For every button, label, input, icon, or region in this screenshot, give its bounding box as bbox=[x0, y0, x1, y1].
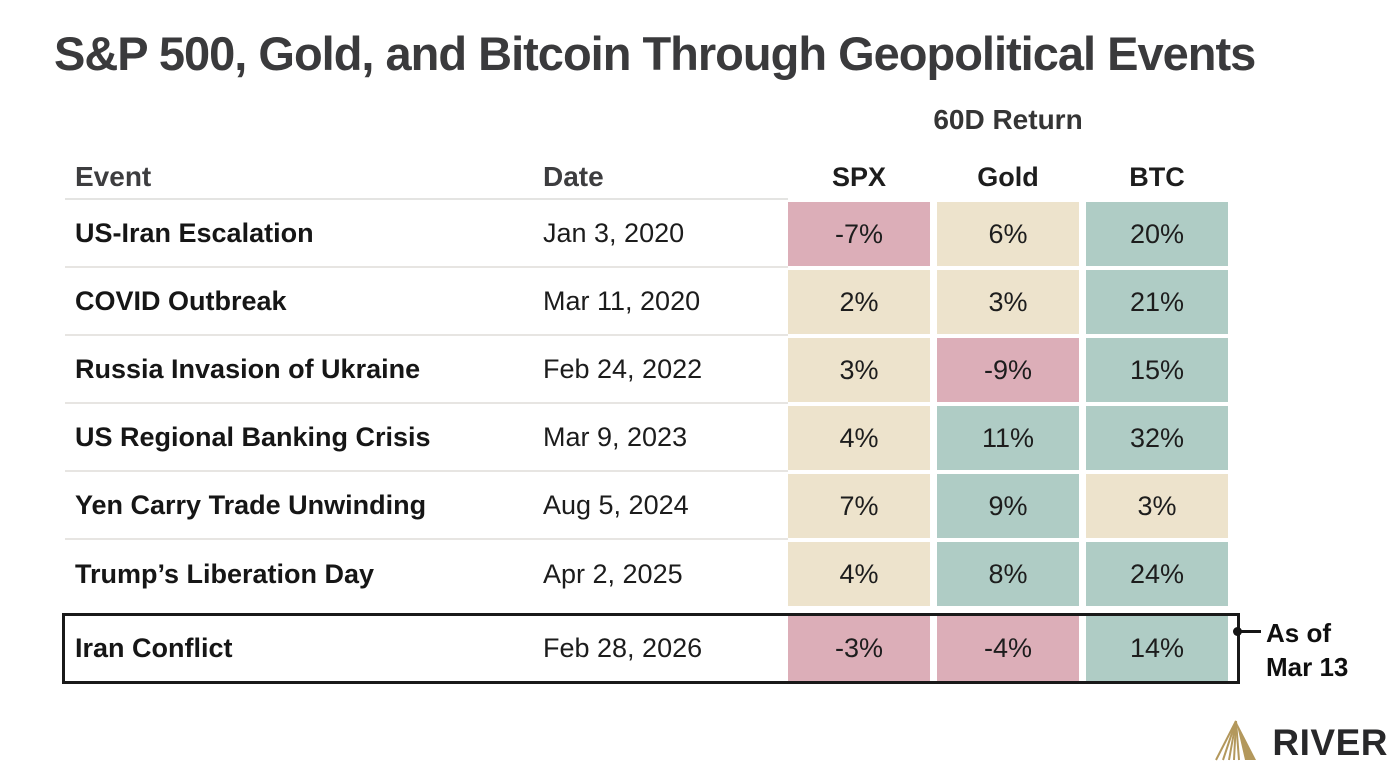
row-left: Yen Carry Trade Unwinding Aug 5, 2024 bbox=[65, 472, 788, 540]
row-left: Trump’s Liberation Day Apr 2, 2025 bbox=[65, 540, 788, 608]
table-row: COVID Outbreak Mar 11, 2020 2% 3% 21% bbox=[65, 268, 1228, 336]
btc-return-cell: 14% bbox=[1086, 616, 1228, 681]
column-header-event: Event bbox=[75, 160, 152, 192]
as-of-annotation: As of Mar 13 bbox=[1266, 616, 1348, 684]
event-name: Russia Invasion of Ukraine bbox=[75, 353, 421, 384]
as-of-line2: Mar 13 bbox=[1266, 652, 1349, 682]
returns-table: Event Date SPX Gold BTC US-Iran Escalati… bbox=[62, 155, 1240, 684]
table-header-left: Event Date bbox=[65, 155, 788, 200]
event-date: Feb 24, 2022 bbox=[543, 353, 703, 384]
gold-return-cell: -4% bbox=[937, 616, 1079, 681]
event-name: Yen Carry Trade Unwinding bbox=[75, 489, 427, 520]
gold-return-cell: -9% bbox=[937, 338, 1079, 402]
page-title: S&P 500, Gold, and Bitcoin Through Geopo… bbox=[54, 27, 1256, 80]
gold-return-cell: 3% bbox=[937, 270, 1079, 334]
row-left: US Regional Banking Crisis Mar 9, 2023 bbox=[65, 404, 788, 472]
gold-return-cell: 6% bbox=[937, 202, 1079, 266]
column-header-gold: Gold bbox=[977, 162, 1039, 192]
gold-return-cell: 8% bbox=[937, 542, 1079, 606]
annotation-dot bbox=[1233, 627, 1242, 636]
spx-return-cell: 3% bbox=[788, 338, 930, 402]
row-left: Iran Conflict Feb 28, 2026 bbox=[65, 616, 788, 681]
column-header-btc: BTC bbox=[1129, 162, 1185, 192]
event-name: Trump’s Liberation Day bbox=[75, 558, 375, 589]
river-rays-triangle-icon bbox=[1212, 718, 1260, 767]
event-name: US-Iran Escalation bbox=[75, 217, 314, 248]
table-header-row: Event Date SPX Gold BTC bbox=[65, 155, 1228, 200]
event-name: Iran Conflict bbox=[75, 633, 233, 663]
btc-return-cell: 24% bbox=[1086, 542, 1228, 606]
btc-return-cell: 15% bbox=[1086, 338, 1228, 402]
table-row: Russia Invasion of Ukraine Feb 24, 2022 … bbox=[65, 336, 1228, 404]
btc-return-cell: 20% bbox=[1086, 202, 1228, 266]
gold-return-cell: 11% bbox=[937, 406, 1079, 470]
spx-return-cell: -7% bbox=[788, 202, 930, 266]
table-row: US-Iran Escalation Jan 3, 2020 -7% 6% 20… bbox=[65, 200, 1228, 268]
as-of-line1: As of bbox=[1266, 618, 1331, 648]
return-group-header: 60D Return bbox=[933, 104, 1083, 135]
table-row: US Regional Banking Crisis Mar 9, 2023 4… bbox=[65, 404, 1228, 472]
highlighted-row-iran-conflict: Iran Conflict Feb 28, 2026 -3% -4% 14% bbox=[62, 613, 1240, 684]
spx-return-cell: 7% bbox=[788, 474, 930, 538]
column-header-spx: SPX bbox=[831, 162, 887, 192]
btc-return-cell: 3% bbox=[1086, 474, 1228, 538]
table-row: Trump’s Liberation Day Apr 2, 2025 4% 8%… bbox=[65, 540, 1228, 608]
annotation-tick-line bbox=[1240, 630, 1261, 633]
event-date: Aug 5, 2024 bbox=[543, 489, 689, 520]
event-date: Mar 9, 2023 bbox=[543, 421, 688, 452]
spx-return-cell: 2% bbox=[788, 270, 930, 334]
event-date: Feb 28, 2026 bbox=[543, 633, 703, 663]
event-name: COVID Outbreak bbox=[75, 285, 287, 316]
spx-return-cell: 4% bbox=[788, 406, 930, 470]
river-brand: RIVER bbox=[1212, 718, 1388, 767]
row-left: COVID Outbreak Mar 11, 2020 bbox=[65, 268, 788, 336]
spx-return-cell: -3% bbox=[788, 616, 930, 681]
btc-return-cell: 21% bbox=[1086, 270, 1228, 334]
event-date: Jan 3, 2020 bbox=[543, 217, 685, 248]
table-row: Yen Carry Trade Unwinding Aug 5, 2024 7%… bbox=[65, 472, 1228, 540]
btc-return-cell: 32% bbox=[1086, 406, 1228, 470]
row-left: US-Iran Escalation Jan 3, 2020 bbox=[65, 200, 788, 268]
gold-return-cell: 9% bbox=[937, 474, 1079, 538]
event-date: Mar 11, 2020 bbox=[543, 285, 701, 316]
spx-return-cell: 4% bbox=[788, 542, 930, 606]
event-date: Apr 2, 2025 bbox=[543, 558, 683, 589]
river-wordmark: RIVER bbox=[1272, 721, 1388, 763]
column-header-date: Date bbox=[543, 160, 604, 192]
row-left: Russia Invasion of Ukraine Feb 24, 2022 bbox=[65, 336, 788, 404]
event-name: US Regional Banking Crisis bbox=[75, 421, 431, 452]
